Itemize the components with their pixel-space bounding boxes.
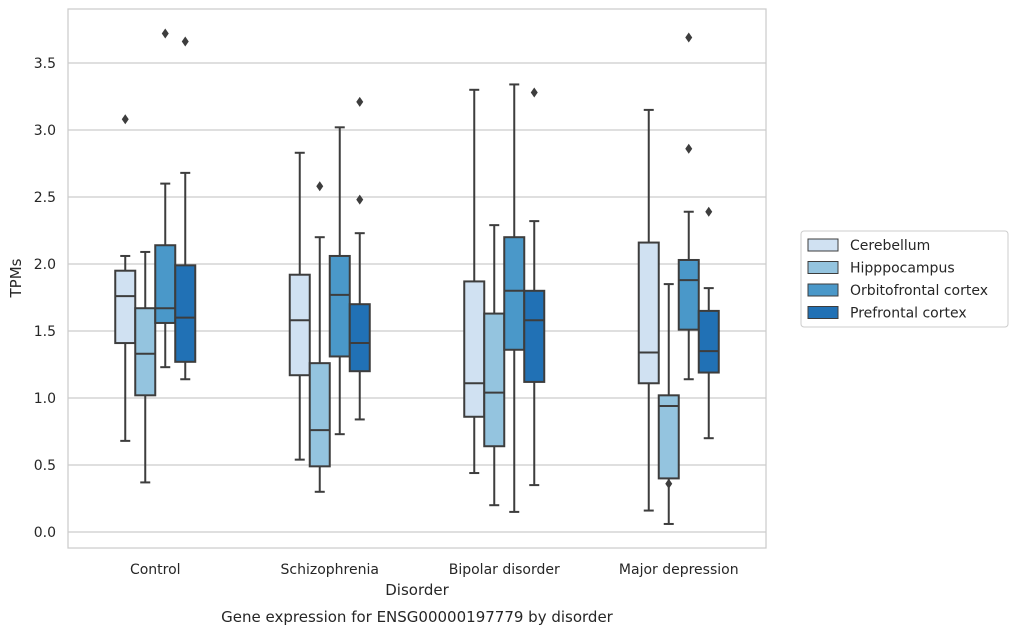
box-body	[463, 280, 486, 418]
box-body	[657, 394, 680, 480]
box	[697, 206, 720, 440]
x-tick-label: Major depression	[619, 562, 739, 578]
outlier-point	[356, 194, 364, 205]
box-body	[637, 241, 660, 385]
box	[154, 28, 177, 369]
outlier-point	[161, 28, 169, 39]
box-body	[523, 289, 546, 383]
box	[657, 283, 680, 525]
box	[174, 36, 197, 381]
series-cerebellum	[114, 88, 660, 512]
x-tick-label: Control	[130, 562, 181, 578]
box	[328, 126, 351, 436]
box-body	[328, 254, 351, 358]
box-body	[483, 312, 506, 448]
box	[114, 114, 137, 442]
outlier-point	[665, 478, 673, 489]
box-body	[503, 236, 526, 351]
outlier-point	[705, 206, 713, 217]
outlier-point	[685, 32, 693, 43]
box-body	[154, 244, 177, 324]
box-body	[348, 303, 371, 373]
box	[677, 32, 700, 381]
y-tick-label: 0.5	[34, 458, 56, 474]
y-axis-label: TPMs	[7, 258, 25, 298]
legend-swatch	[807, 238, 839, 252]
outlier-point	[181, 36, 189, 47]
y-tick-label: 3.0	[34, 123, 56, 139]
box	[348, 96, 371, 421]
box-body	[114, 269, 137, 345]
outlier-point	[316, 181, 324, 192]
legend-frame	[800, 230, 1009, 328]
box-series-layer	[114, 28, 720, 525]
legend: Cerebellum Hipppocampus Orbitofrontal cort…	[800, 230, 1009, 328]
box-body	[174, 264, 197, 363]
x-axis-ticks: Control Schizophrenia Bipolar disorder Majo…	[130, 562, 739, 578]
box	[483, 224, 506, 507]
y-tick-label: 2.0	[34, 257, 56, 273]
box	[523, 87, 546, 487]
x-tick-label: Bipolar disorder	[449, 562, 560, 578]
series-orbitofrontal-cortex	[154, 28, 700, 513]
box-body	[134, 307, 157, 397]
box	[637, 108, 660, 512]
x-tick-label: Schizophrenia	[281, 562, 379, 578]
legend-swatch	[807, 306, 839, 319]
box-body	[288, 273, 311, 377]
legend-label: Orbitofrontal cortex	[850, 283, 988, 299]
series-prefrontal-cortex	[174, 36, 720, 487]
plot-area-frame	[67, 8, 767, 549]
x-axis-label: Disorder	[385, 581, 449, 599]
legend-label: Hipppocampus	[850, 261, 955, 277]
box	[503, 83, 526, 513]
y-tick-label: 2.5	[34, 190, 56, 206]
y-tick-label: 3.5	[34, 56, 56, 72]
box	[463, 88, 486, 475]
y-tick-label: 1.0	[34, 391, 56, 407]
legend-swatch	[807, 283, 839, 297]
box-body	[308, 362, 331, 468]
series-hipppocampus	[134, 181, 680, 525]
box-body	[697, 309, 720, 374]
outlier-point	[356, 96, 364, 107]
y-tick-label: 1.5	[34, 324, 56, 340]
box	[308, 181, 331, 493]
box	[288, 151, 311, 461]
chart-caption: Gene expression for ENSG00000197779 by d…	[221, 608, 614, 626]
outlier-point	[121, 114, 129, 125]
y-axis-ticks: 0.0 0.5 1.0 1.5 2.0 2.5 3.0 3.5	[34, 56, 56, 541]
legend-label: Cerebellum	[850, 238, 930, 254]
y-tick-label: 0.0	[34, 525, 56, 541]
box	[134, 250, 157, 484]
outlier-point	[530, 87, 538, 98]
box-body	[677, 258, 700, 331]
legend-swatch	[807, 261, 839, 274]
legend-label: Prefrontal cortex	[850, 306, 967, 322]
outlier-point	[685, 143, 693, 154]
